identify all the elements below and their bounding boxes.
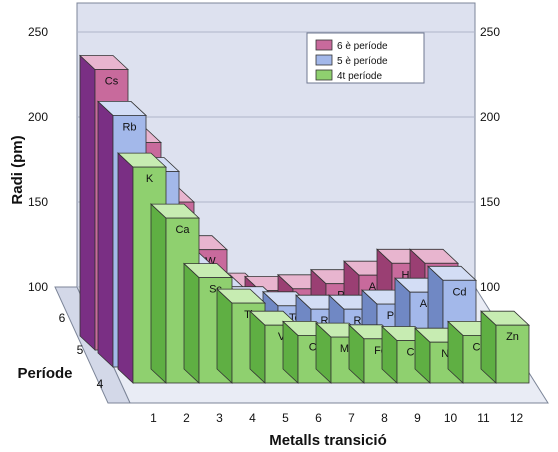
x-tick-label: 5 [282, 411, 289, 425]
y-axis-right: 100 150 200 250 [480, 25, 500, 294]
x-tick-label: 12 [510, 411, 524, 425]
bar-side [150, 203, 167, 384]
x-tick-label: 6 [315, 411, 322, 425]
element-label: Tc [289, 312, 301, 324]
element-label: Rb [122, 121, 136, 133]
y-tick-label-right: 150 [480, 195, 500, 209]
element-label: Zn [506, 331, 519, 343]
element-label: Ti [244, 309, 253, 321]
x-tick-label: 2 [183, 411, 190, 425]
bars-group: CsWReOsIrPtAuHgRbZrNbMoTcRuRhPdAgCdKCaSc… [78, 54, 531, 384]
y-tick-label: 100 [28, 280, 48, 294]
bar-side [79, 54, 96, 351]
bar-side [216, 288, 233, 384]
legend-label: 5 è període [337, 56, 388, 67]
bar-side [97, 100, 114, 368]
z-axis: 4 5 6 [59, 311, 104, 391]
legend-label: 4t període [337, 71, 382, 82]
element-label: Ni [441, 348, 451, 360]
x-tick-label: 4 [249, 411, 256, 425]
x-tick-label: 10 [444, 411, 458, 425]
z-tick-label: 4 [97, 377, 104, 391]
legend-swatch [315, 54, 333, 66]
y-tick-label: 200 [28, 110, 48, 124]
y-tick-label: 150 [28, 195, 48, 209]
legend-label: 6 è període [337, 41, 388, 52]
element-label: V [278, 331, 286, 343]
element-label: Cd [452, 286, 466, 298]
y-tick-label-right: 100 [480, 280, 500, 294]
y-axis-left: 100 150 200 250 [28, 25, 48, 294]
element-label: Cr [309, 341, 321, 353]
element-label: Ca [175, 224, 190, 236]
x-tick-label: 8 [381, 411, 388, 425]
element-label: W [205, 256, 216, 268]
x-axis: 1 2 3 4 5 6 7 8 9 10 11 12 [150, 411, 523, 425]
z-tick-label: 5 [77, 343, 84, 357]
legend-swatch [315, 69, 333, 81]
bar-side [183, 262, 200, 384]
x-tick-label: 7 [348, 411, 355, 425]
bar-Zn: Zn [479, 310, 531, 384]
element-label: Cs [105, 76, 119, 88]
bar-side [117, 152, 134, 384]
legend-swatch [315, 39, 333, 51]
x-tick-label: 3 [216, 411, 223, 425]
z-axis-title: Període [17, 365, 72, 382]
x-axis-title: Metalls transició [269, 432, 387, 449]
y-tick-label-right: 200 [480, 110, 500, 124]
x-tick-label: 1 [150, 411, 157, 425]
z-tick-label: 6 [59, 311, 66, 325]
legend: 6 è període 5 è període 4t període [306, 32, 425, 84]
y-axis-title: Radi (pm) [9, 135, 26, 204]
element-label: K [146, 173, 154, 185]
y-tick-label-right: 250 [480, 25, 500, 39]
x-tick-label: 9 [414, 411, 421, 425]
bar-front [495, 324, 530, 384]
y-tick-label: 250 [28, 25, 48, 39]
x-tick-label: 11 [477, 411, 490, 425]
